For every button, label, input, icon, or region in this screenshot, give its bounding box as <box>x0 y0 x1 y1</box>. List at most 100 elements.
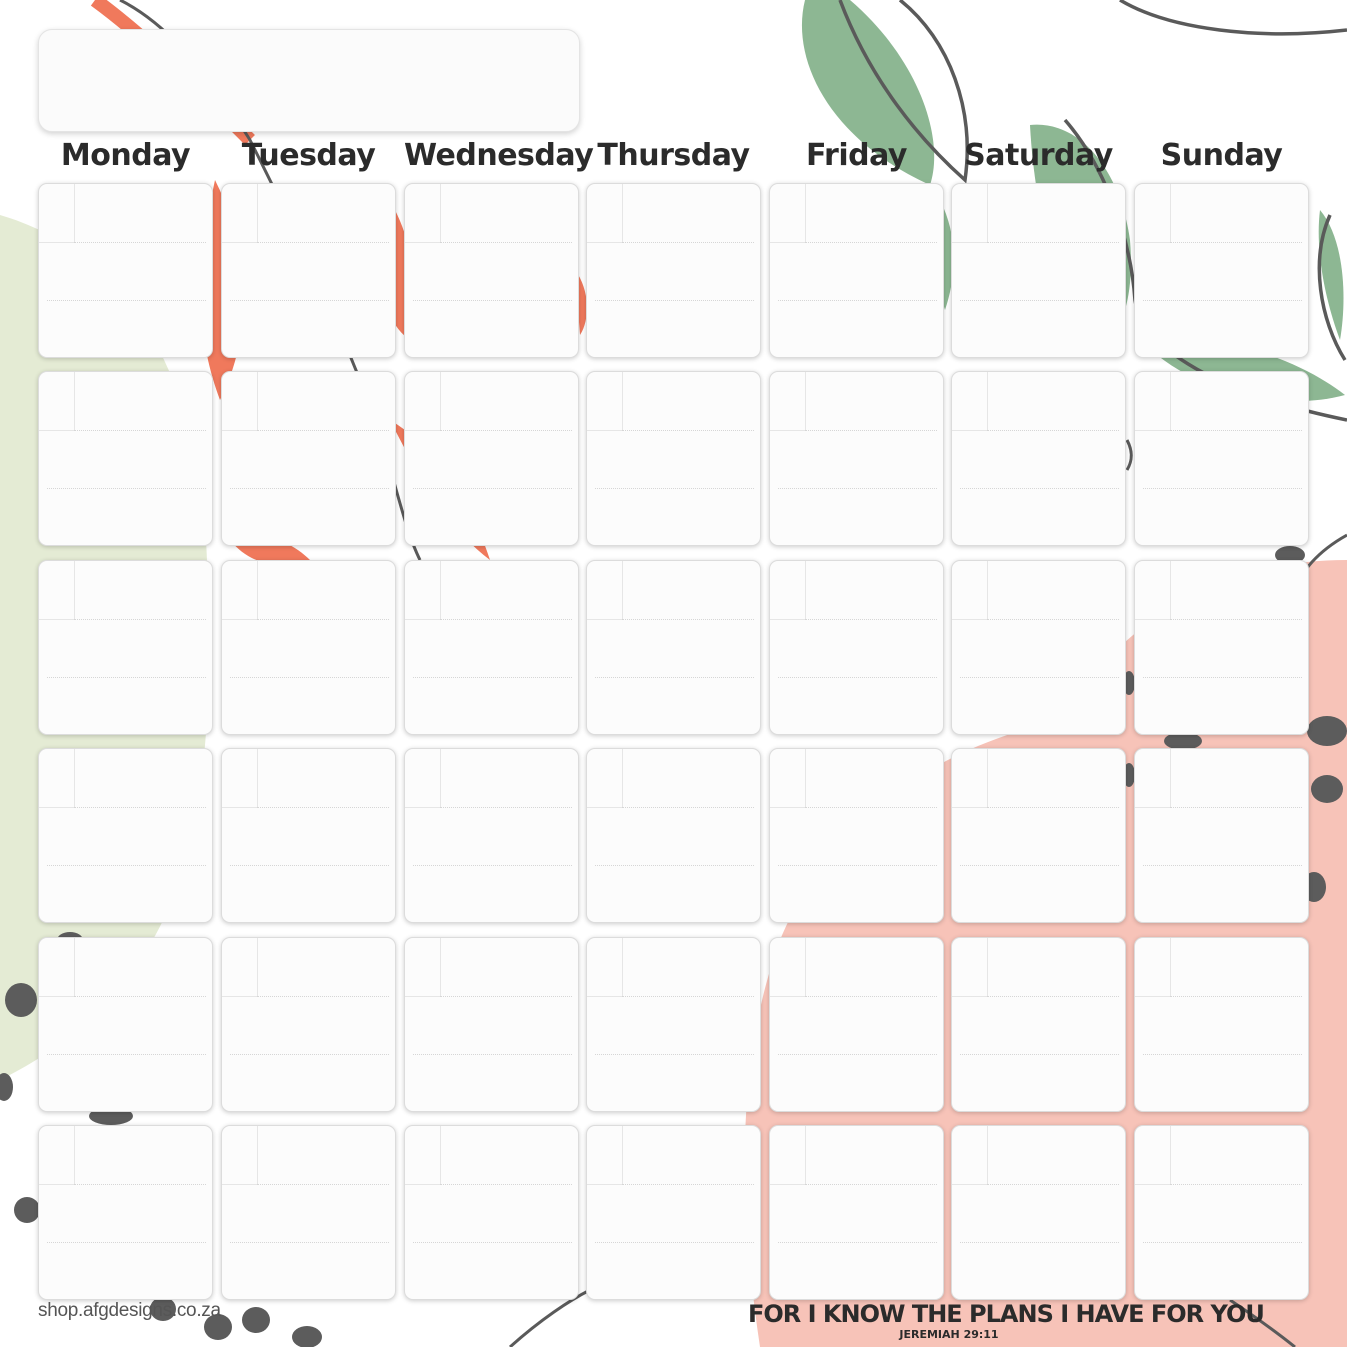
date-number-box[interactable] <box>770 372 806 431</box>
date-number-box[interactable] <box>587 749 623 808</box>
date-number-box[interactable] <box>952 561 988 620</box>
date-number-box[interactable] <box>222 372 258 431</box>
date-number-box[interactable] <box>587 561 623 620</box>
leaf-outline-2 <box>1119 0 1347 36</box>
day-cell[interactable] <box>38 183 213 358</box>
day-cell[interactable] <box>1134 371 1309 546</box>
day-cell[interactable] <box>1134 1125 1309 1300</box>
day-cell[interactable] <box>951 937 1126 1112</box>
writing-line <box>440 996 572 997</box>
day-cell[interactable] <box>769 183 944 358</box>
writing-line <box>257 807 389 808</box>
date-number-box[interactable] <box>1135 749 1171 808</box>
day-cell[interactable] <box>404 937 579 1112</box>
date-number-box[interactable] <box>39 184 75 243</box>
date-number-box[interactable] <box>405 184 441 243</box>
day-cell[interactable] <box>586 560 761 735</box>
day-cell[interactable] <box>221 371 396 546</box>
day-cell[interactable] <box>404 1125 579 1300</box>
day-cell[interactable] <box>404 371 579 546</box>
day-cell[interactable] <box>586 937 761 1112</box>
date-number-box[interactable] <box>39 372 75 431</box>
date-number-box[interactable] <box>222 749 258 808</box>
day-cell[interactable] <box>38 1125 213 1300</box>
date-number-box[interactable] <box>39 561 75 620</box>
date-number-box[interactable] <box>1135 561 1171 620</box>
date-number-box[interactable] <box>405 372 441 431</box>
date-number-box[interactable] <box>222 1126 258 1185</box>
day-cell[interactable] <box>38 560 213 735</box>
day-cell[interactable] <box>586 1125 761 1300</box>
writing-line <box>778 300 937 301</box>
date-number-box[interactable] <box>770 749 806 808</box>
date-number-box[interactable] <box>1135 938 1171 997</box>
writing-line <box>595 488 754 489</box>
day-cell[interactable] <box>404 748 579 923</box>
day-cell[interactable] <box>769 371 944 546</box>
date-number-box[interactable] <box>952 938 988 997</box>
month-title-box[interactable] <box>38 29 580 132</box>
day-cell[interactable] <box>586 183 761 358</box>
day-cell[interactable] <box>221 560 396 735</box>
day-cell[interactable] <box>769 1125 944 1300</box>
date-number-box[interactable] <box>952 184 988 243</box>
writing-line <box>1143 1242 1302 1243</box>
date-number-box[interactable] <box>587 938 623 997</box>
day-cell[interactable] <box>951 748 1126 923</box>
writing-line <box>595 677 754 678</box>
date-number-box[interactable] <box>405 938 441 997</box>
date-number-box[interactable] <box>39 938 75 997</box>
date-number-box[interactable] <box>770 561 806 620</box>
day-cell[interactable] <box>221 748 396 923</box>
day-cell[interactable] <box>769 748 944 923</box>
day-cell[interactable] <box>221 1125 396 1300</box>
date-number-box[interactable] <box>39 749 75 808</box>
date-number-box[interactable] <box>405 1126 441 1185</box>
writing-line <box>47 300 206 301</box>
day-cell[interactable] <box>769 560 944 735</box>
day-cell[interactable] <box>951 371 1126 546</box>
date-number-box[interactable] <box>770 184 806 243</box>
date-number-box[interactable] <box>405 561 441 620</box>
leaf-outline-4 <box>1317 214 1347 361</box>
day-cell[interactable] <box>1134 560 1309 735</box>
day-cell[interactable] <box>221 183 396 358</box>
date-number-box[interactable] <box>587 372 623 431</box>
grey-dot <box>0 1073 13 1101</box>
writing-line <box>987 619 1119 620</box>
day-cell[interactable] <box>951 1125 1126 1300</box>
date-number-box[interactable] <box>222 938 258 997</box>
date-number-box[interactable] <box>587 1126 623 1185</box>
date-number-box[interactable] <box>39 1126 75 1185</box>
day-cell[interactable] <box>404 560 579 735</box>
day-cell[interactable] <box>769 937 944 1112</box>
date-number-box[interactable] <box>1135 184 1171 243</box>
day-cell[interactable] <box>38 748 213 923</box>
date-number-box[interactable] <box>770 938 806 997</box>
date-number-box[interactable] <box>1135 1126 1171 1185</box>
writing-line <box>413 488 572 489</box>
day-cell[interactable] <box>1134 937 1309 1112</box>
day-cell[interactable] <box>404 183 579 358</box>
writing-line <box>47 865 206 866</box>
day-cell[interactable] <box>38 937 213 1112</box>
date-number-box[interactable] <box>952 749 988 808</box>
date-number-box[interactable] <box>222 561 258 620</box>
day-cell[interactable] <box>1134 748 1309 923</box>
date-number-box[interactable] <box>952 1126 988 1185</box>
day-cell[interactable] <box>586 371 761 546</box>
date-number-box[interactable] <box>1135 372 1171 431</box>
date-number-box[interactable] <box>222 184 258 243</box>
writing-line <box>622 242 754 243</box>
date-number-box[interactable] <box>405 749 441 808</box>
writing-line <box>413 1054 572 1055</box>
date-number-box[interactable] <box>587 184 623 243</box>
day-cell[interactable] <box>221 937 396 1112</box>
day-cell[interactable] <box>951 560 1126 735</box>
day-cell[interactable] <box>1134 183 1309 358</box>
day-cell[interactable] <box>951 183 1126 358</box>
date-number-box[interactable] <box>770 1126 806 1185</box>
day-cell[interactable] <box>38 371 213 546</box>
day-cell[interactable] <box>586 748 761 923</box>
date-number-box[interactable] <box>952 372 988 431</box>
